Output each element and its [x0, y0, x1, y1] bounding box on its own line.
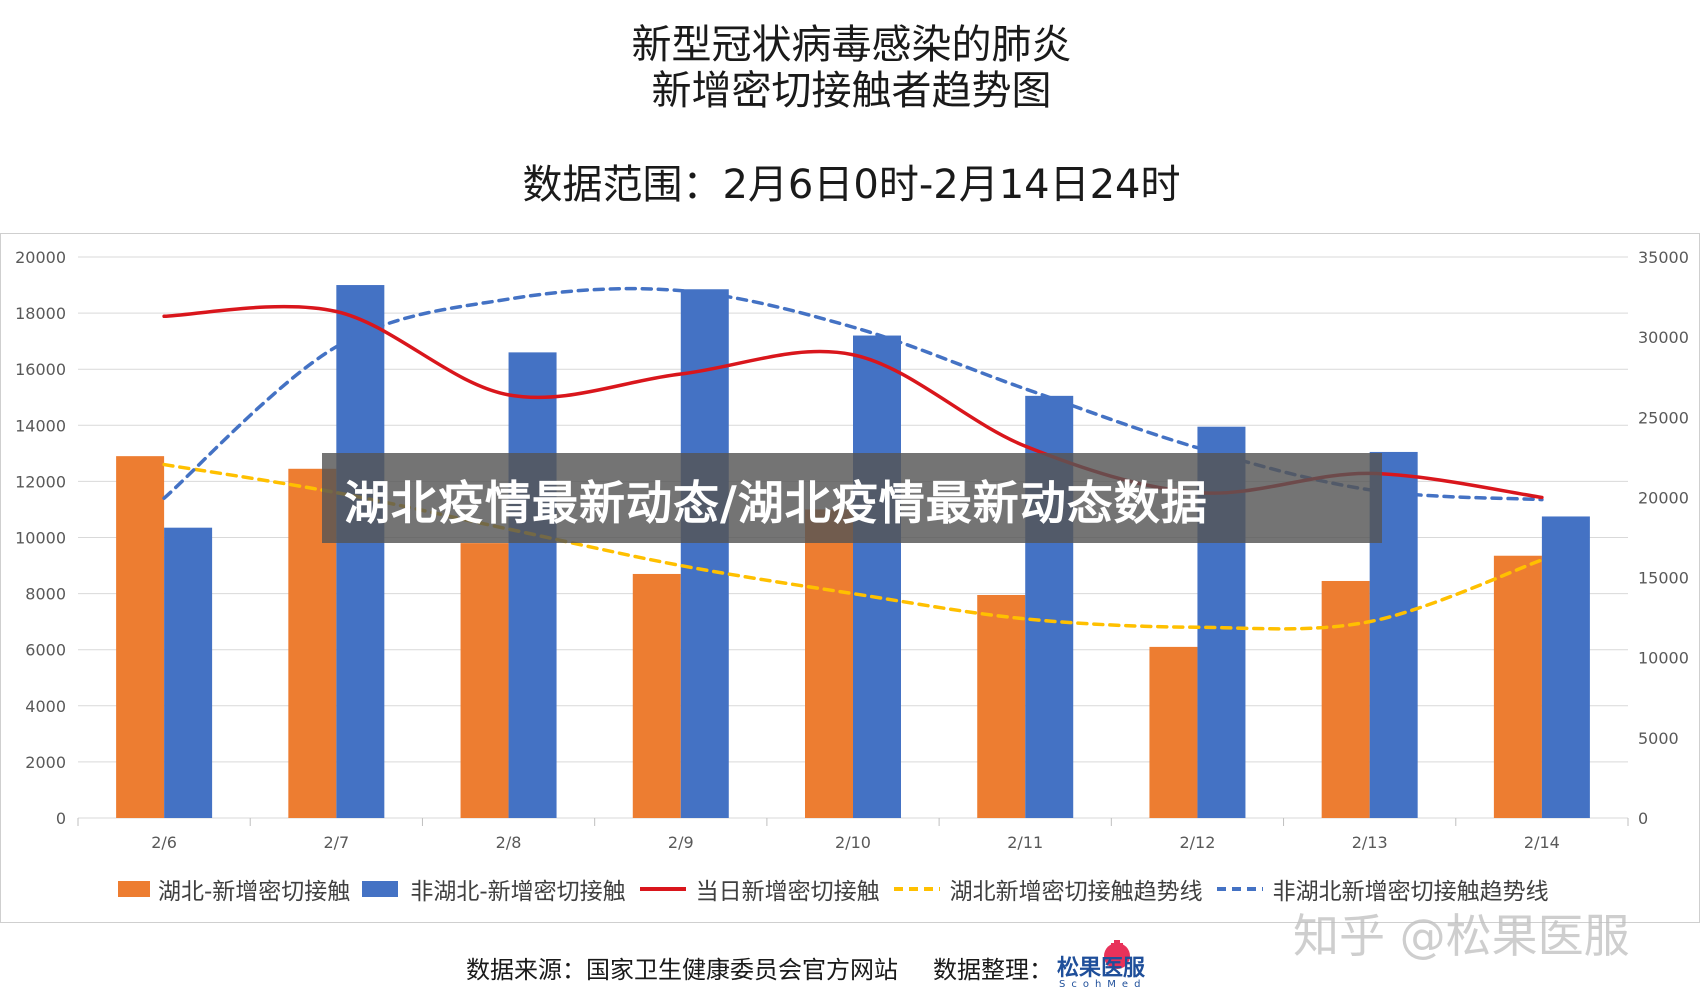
x-tick-label: 2/8 — [496, 833, 522, 852]
y-left-tick-label: 2000 — [25, 753, 66, 772]
chart-date-range: 数据范围：2月6日0时-2月14日24时 — [522, 162, 1181, 208]
legend-label-hubei: 湖北-新增密切接触 — [158, 879, 351, 905]
bar-nonhubei — [336, 285, 385, 818]
bar-hubei — [977, 595, 1026, 818]
x-tick-label: 2/13 — [1352, 833, 1388, 852]
y-left-tick-label: 18000 — [15, 304, 66, 323]
bar-nonhubei — [1541, 516, 1590, 818]
y-left-tick-label: 6000 — [25, 641, 66, 660]
logo-sub: ScohMed — [1059, 979, 1147, 990]
logo-text: 松果医服 — [1057, 956, 1146, 981]
y-right-tick-label: 5000 — [1638, 729, 1679, 748]
bar-nonhubei — [508, 352, 557, 818]
y-right-tick-label: 20000 — [1638, 488, 1689, 507]
x-tick-label: 2/11 — [1007, 833, 1043, 852]
bar-hubei — [1493, 555, 1542, 818]
x-tick-label: 2/10 — [835, 833, 871, 852]
bar-hubei — [116, 456, 165, 818]
bar-hubei — [632, 573, 681, 818]
trendline-nonhubei — [162, 286, 1544, 502]
bar-hubei — [460, 543, 509, 818]
x-tick-label: 2/14 — [1524, 833, 1560, 852]
chart-title-line1: 新型冠状病毒感染的肺炎 — [631, 22, 1072, 68]
bar-hubei — [1321, 580, 1370, 818]
y-left-tick-label: 4000 — [25, 697, 66, 716]
y-right-tick-label: 10000 — [1638, 649, 1689, 668]
legend-item-hubei-bar: 湖北-新增密切接触 — [110, 872, 350, 906]
organizer-logo: 松果医服 ScohMed — [1055, 936, 1185, 994]
y-left-tick-label: 0 — [56, 809, 66, 828]
legend-label-nonhubei: 非湖北-新增密切接触 — [410, 879, 626, 905]
x-tick-label: 2/12 — [1179, 833, 1215, 852]
y-left-tick-label: 12000 — [15, 472, 66, 491]
chart-frame — [0, 233, 1700, 923]
legend: 湖北-新增密切接触 非湖北-新增密切接触 当日新增密切接触 湖北新增密切接触趋势… — [110, 872, 1561, 906]
y-left-tick-label: 8000 — [25, 585, 66, 604]
y-right-tick-label: 30000 — [1638, 328, 1689, 347]
legend-label-daily: 当日新增密切接触 — [695, 879, 880, 905]
logo-circle-icon — [1104, 943, 1130, 969]
legend-item-nonhubei-trend: 非湖北新增密切接触趋势线 — [1215, 872, 1549, 906]
bar-nonhubei — [680, 289, 729, 818]
legend-label-hubei-trend: 湖北新增密切接触趋势线 — [949, 879, 1203, 905]
y-right-tick-label: 15000 — [1638, 569, 1689, 588]
x-tick-label: 2/7 — [323, 833, 349, 852]
data-source: 数据来源：国家卫生健康委员会官方网站 — [466, 956, 898, 984]
watermark: 知乎 @松果医服 — [1293, 909, 1630, 963]
y-left-tick-label: 14000 — [15, 416, 66, 435]
chart-title-line2: 新增密切接触者趋势图 — [651, 68, 1052, 114]
legend-item-nonhubei-bar: 非湖北-新增密切接触 — [362, 872, 626, 906]
y-left-tick-label: 10000 — [15, 529, 66, 548]
headline-text: 湖北疫情最新动态/湖北疫情最新动态数据 — [344, 476, 1208, 530]
headline-banner: 湖北疫情最新动态/湖北疫情最新动态数据 — [322, 453, 1382, 543]
bar-nonhubei — [853, 335, 901, 818]
bar-nonhubei — [164, 527, 213, 818]
x-tick-label: 2/6 — [151, 833, 177, 852]
y-left-tick-label: 20000 — [15, 248, 66, 267]
y-right-tick-label: 35000 — [1638, 248, 1689, 267]
y-right-tick-label: 0 — [1638, 809, 1648, 828]
data-organizer: 数据整理： — [933, 956, 1053, 984]
legend-label-nonhubei-trend: 非湖北新增密切接触趋势线 — [1272, 879, 1549, 905]
legend-item-daily-line: 当日新增密切接触 — [638, 872, 880, 906]
legend-swatch-hubei — [118, 881, 150, 897]
y-left-tick-label: 16000 — [15, 360, 66, 379]
legend-swatch-nonhubei — [362, 881, 399, 897]
bar-hubei — [1149, 646, 1198, 818]
x-tick-label: 2/9 — [668, 833, 694, 852]
y-right-tick-label: 25000 — [1638, 408, 1689, 427]
legend-item-hubei-trend: 湖北新增密切接触趋势线 — [892, 872, 1203, 906]
bar-hubei — [805, 509, 853, 818]
